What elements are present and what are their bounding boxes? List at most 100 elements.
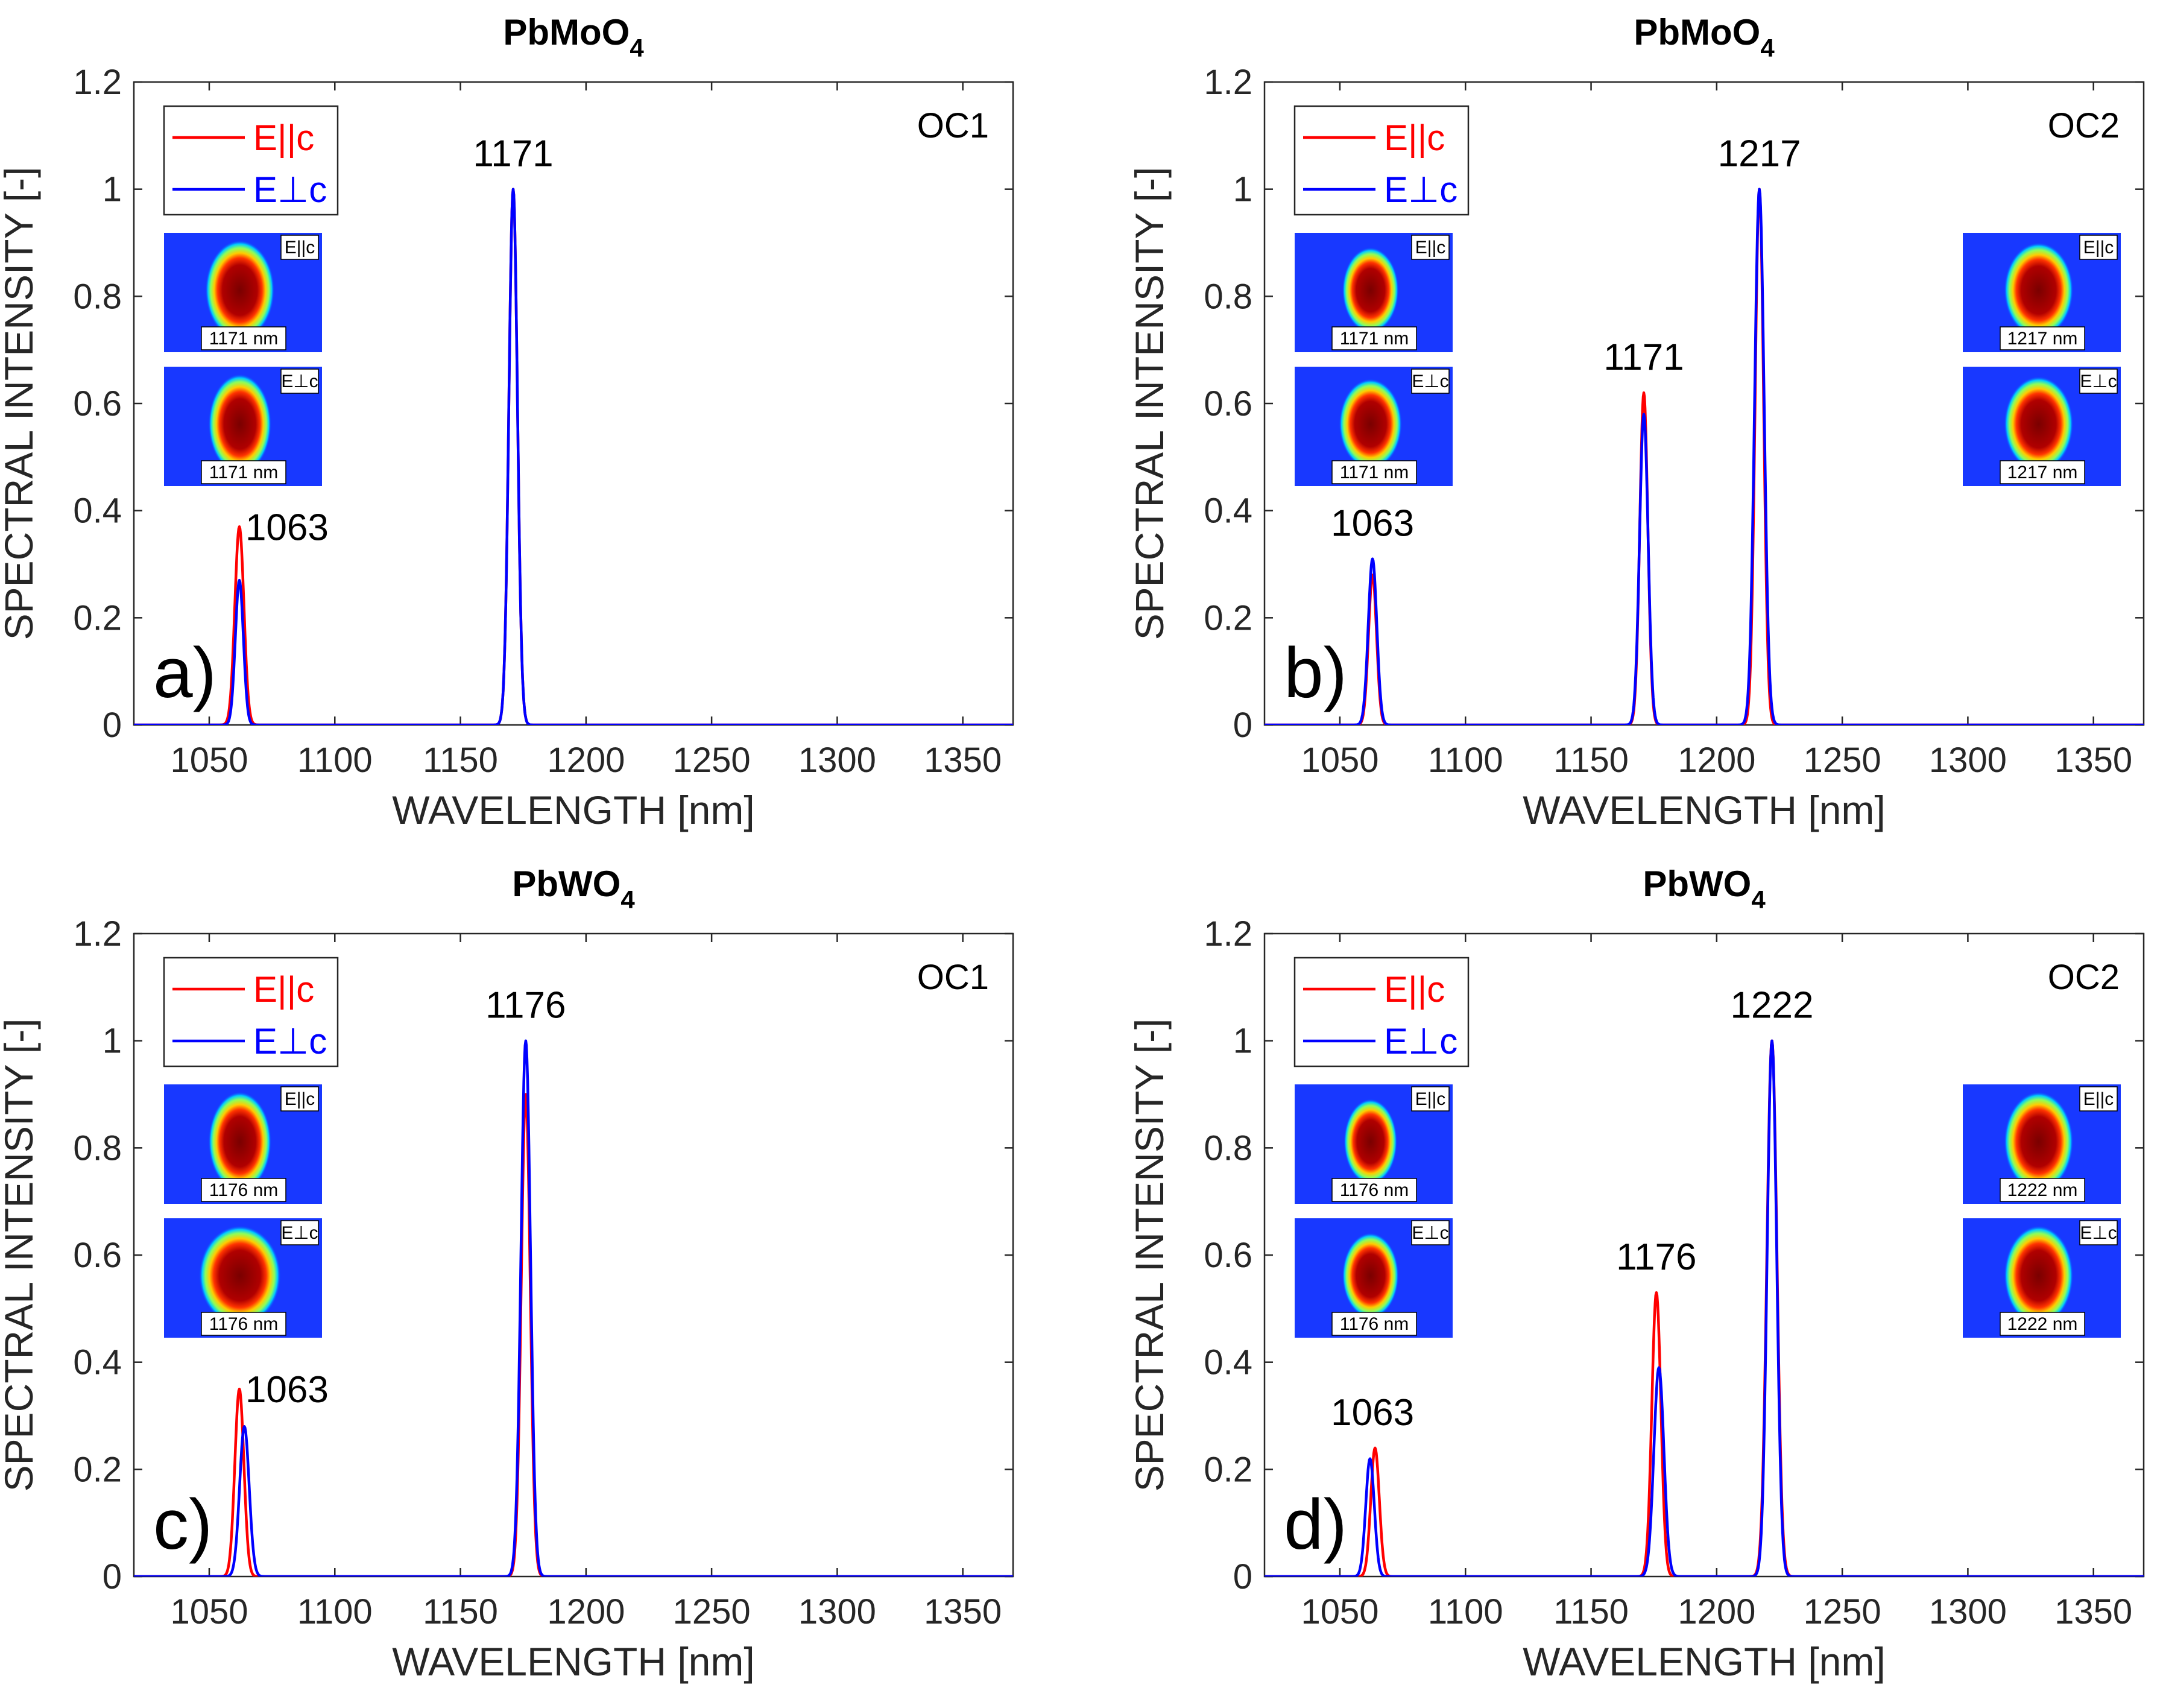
chart-panel-b: 1050 1100 1150 1200 1250 1300 1350 0 0.2 0.4 0.6 0.… [1127, 12, 2145, 832]
beam-spot [1342, 247, 1399, 334]
peak-label: 1063 [1331, 1392, 1414, 1434]
inset-wavelength-tag [2000, 326, 2085, 350]
inset-wavelength: 1171 nm [1340, 463, 1409, 482]
legend: E||c E⊥c [1293, 957, 1470, 1068]
beam-profile-inset: E||c 1176 nm [1295, 1084, 1453, 1204]
y-tick-label: 0.6 [73, 1236, 122, 1275]
y-axis-title: SPECTRAL INTENSITY [-] [0, 1019, 41, 1492]
y-tick-label: 1.2 [1204, 63, 1252, 102]
legend-box [1293, 957, 1470, 1068]
inset-pol-tag [1411, 368, 1450, 394]
y-tick-label: 1 [1233, 170, 1252, 209]
inset-wavelength: 1217 nm [2007, 329, 2078, 349]
inset-polarization: E||c [2083, 238, 2114, 258]
x-tick-label: 1200 [1678, 1592, 1755, 1631]
inset-polarization: E||c [285, 238, 315, 258]
inset-wavelength: 1222 nm [2007, 1180, 2078, 1200]
legend-box [163, 957, 339, 1068]
y-tick-label: 0.8 [73, 277, 122, 316]
y-tick-label: 0.4 [73, 1343, 122, 1382]
peak-label: 1222 [1731, 985, 1814, 1026]
y-tick-label: 1.2 [73, 914, 122, 954]
peak-label: 1063 [1331, 503, 1414, 545]
legend-box [1293, 105, 1470, 216]
inset-polarization: E⊥c [1412, 372, 1448, 391]
legend-label: E⊥c [253, 169, 327, 210]
peak-label: 1171 [1603, 337, 1684, 378]
y-tick-label: 0.6 [73, 384, 122, 423]
x-tick-label: 1350 [924, 741, 1002, 780]
x-tick-label: 1050 [170, 1592, 248, 1631]
beam-spot [1339, 378, 1403, 470]
panel-tag: b) [1284, 633, 1347, 713]
inset-pol-tag [280, 235, 319, 260]
inset-wavelength: 1176 nm [1340, 1314, 1409, 1334]
y-tick-label: 1 [103, 170, 122, 209]
y-tick-label: 0 [1233, 706, 1252, 745]
peak-label: 1063 [245, 1369, 329, 1411]
beam-spot [2004, 1091, 2074, 1192]
panel-tag: a) [153, 633, 216, 713]
inset-wavelength-tag [1331, 326, 1417, 350]
x-axis-title: WAVELENGTH [nm] [1523, 788, 1885, 832]
y-tick-label: 0.2 [1204, 598, 1252, 637]
inset-wavelength-tag [201, 1312, 286, 1336]
inset-wavelength: 1171 nm [1340, 329, 1409, 349]
chart-title-main: PbWO [1643, 864, 1751, 904]
inset-pol-tag [2079, 1086, 2118, 1112]
chart-panel-a: 1050 1100 1150 1200 1250 1300 1350 0 0.2 0.4 0.6 0.… [0, 12, 1014, 832]
legend-box [163, 105, 339, 216]
chart-title-main: PbWO [512, 864, 620, 904]
beam-profile-inset: E||c 1222 nm [1963, 1084, 2121, 1204]
oc-annotation: OC2 [2048, 958, 2120, 997]
chart-title-subscript: 4 [620, 885, 635, 914]
inset-polarization: E||c [1415, 1089, 1446, 1109]
x-tick-label: 1200 [547, 1592, 625, 1631]
legend-label: E||c [253, 969, 314, 1010]
inset-wavelength: 1176 nm [209, 1180, 279, 1200]
y-axis-title: SPECTRAL INTENSITY [-] [0, 167, 41, 640]
y-tick-label: 1 [1233, 1022, 1252, 1061]
inset-polarization: E⊥c [1412, 1223, 1448, 1243]
x-tick-label: 1250 [1804, 741, 1881, 780]
inset-wavelength-tag [1331, 460, 1417, 484]
legend-label: E⊥c [1384, 169, 1457, 210]
beam-spot [205, 239, 275, 341]
chart-title-subscript: 4 [1751, 885, 1766, 914]
x-tick-label: 1300 [1929, 1592, 2007, 1631]
y-tick-label: 0.6 [1204, 384, 1252, 423]
beam-profile-inset: E⊥c 1171 nm [1295, 367, 1453, 486]
chart-title: PbWO4 [512, 864, 635, 914]
y-tick-label: 0 [103, 706, 122, 745]
oc-annotation: OC2 [2048, 106, 2120, 145]
legend-label: E||c [253, 118, 314, 158]
inset-wavelength-tag [2000, 1178, 2085, 1202]
x-tick-label: 1200 [1678, 741, 1755, 780]
x-tick-label: 1100 [297, 741, 373, 780]
legend-label: E⊥c [1384, 1021, 1457, 1061]
inset-polarization: E||c [285, 1089, 315, 1109]
inset-wavelength-tag [201, 1178, 286, 1202]
inset-pol-tag [2079, 1220, 2118, 1245]
x-tick-label: 1050 [1301, 1592, 1378, 1631]
legend-label: E⊥c [253, 1021, 327, 1061]
chart-title-subscript: 4 [630, 34, 644, 62]
y-tick-label: 1.2 [73, 63, 122, 102]
x-tick-label: 1300 [1929, 741, 2007, 780]
beam-profile-inset: E||c 1171 nm [164, 233, 322, 352]
y-axis-title: SPECTRAL INTENSITY [-] [1127, 1019, 1172, 1492]
x-tick-label: 1150 [1553, 741, 1629, 780]
inset-wavelength-tag [2000, 460, 2085, 484]
x-tick-label: 1250 [1804, 1592, 1881, 1631]
y-tick-label: 1.2 [1204, 914, 1252, 954]
beam-spot [2004, 242, 2074, 338]
y-tick-label: 0 [1233, 1557, 1252, 1596]
beam-spot [208, 373, 272, 475]
beam-spot [2004, 376, 2074, 472]
peak-label: 1176 [485, 985, 566, 1026]
x-tick-label: 1300 [798, 741, 876, 780]
inset-polarization: E⊥c [281, 1223, 318, 1243]
chart-title-main: PbMoO [1634, 12, 1760, 52]
chart-panel-c: 1050 1100 1150 1200 1250 1300 1350 0 0.2 0.4 0.6 0.… [0, 864, 1014, 1684]
